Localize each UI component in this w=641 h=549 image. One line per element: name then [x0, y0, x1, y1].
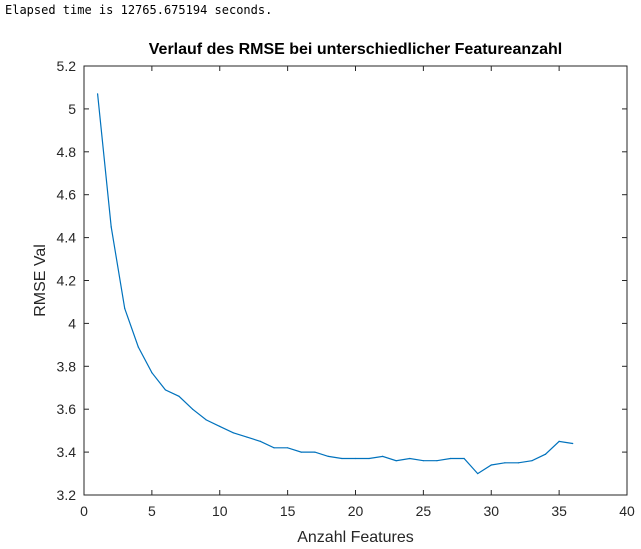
y-axis-label: RMSE Val — [32, 244, 49, 317]
data-point — [395, 460, 397, 462]
console-output: Elapsed time is 12765.675194 seconds. — [5, 3, 273, 17]
data-point — [205, 419, 207, 421]
y-tick-label: 3.8 — [57, 358, 77, 374]
x-tick-label: 0 — [80, 503, 88, 519]
data-point — [232, 432, 234, 434]
data-point — [341, 457, 343, 460]
data-point — [300, 451, 302, 453]
data-point — [572, 442, 574, 445]
data-point — [477, 472, 479, 475]
data-point — [259, 440, 262, 442]
y-tick-label: 3.6 — [57, 401, 77, 417]
series-layer — [96, 93, 574, 475]
y-tick-label: 3.4 — [57, 444, 77, 460]
x-tick-label: 10 — [212, 503, 228, 519]
data-point — [287, 447, 289, 449]
y-tick-label: 4.2 — [57, 273, 77, 289]
data-point — [219, 425, 221, 427]
data-point — [178, 395, 180, 397]
x-axis-label: Anzahl Features — [297, 529, 414, 546]
data-point — [422, 460, 424, 462]
data-point — [544, 453, 547, 455]
data-point — [504, 462, 506, 464]
data-point — [314, 451, 316, 453]
data-point — [327, 455, 329, 457]
chart-title: Verlauf des RMSE bei unterschiedlicher F… — [149, 41, 562, 58]
data-point — [192, 408, 194, 410]
data-point — [164, 389, 167, 391]
data-point — [137, 346, 139, 348]
axes-box — [83, 65, 628, 496]
x-tick-label: 20 — [348, 503, 364, 519]
y-tick-label: 5 — [68, 101, 76, 117]
data-point — [368, 457, 370, 460]
data-point — [354, 457, 357, 460]
x-tick-label: 5 — [148, 503, 156, 519]
data-point — [151, 372, 153, 374]
x-tick-label: 30 — [483, 503, 499, 519]
x-tick-label: 15 — [280, 503, 296, 519]
data-point — [490, 464, 492, 466]
data-point — [110, 226, 112, 228]
data-point — [409, 457, 411, 460]
data-point — [436, 460, 438, 462]
ticks-layer: 0 5 10 15 20 25 30 35 40 3.2 3.4 3.6 3.8 4 4.2 4.4 4.6 4.… — [57, 58, 635, 519]
x-tick-label: 35 — [551, 503, 567, 519]
data-point — [96, 93, 99, 95]
data-point — [124, 307, 126, 309]
data-point — [531, 460, 533, 462]
series-line — [97, 93, 573, 475]
y-tick-label: 3.2 — [57, 487, 77, 503]
y-tick-label: 5.2 — [57, 58, 77, 74]
y-tick-label: 4.4 — [57, 230, 77, 246]
data-point — [463, 457, 465, 460]
data-point — [558, 440, 560, 442]
plot-area — [84, 66, 627, 495]
y-tick-label: 4 — [68, 315, 76, 331]
y-tick-label: 4.6 — [57, 187, 77, 203]
x-tick-label: 40 — [619, 503, 635, 519]
data-point — [273, 447, 275, 449]
x-tick-label: 25 — [416, 503, 432, 519]
data-point — [382, 455, 384, 457]
y-tick-label: 4.8 — [57, 144, 77, 160]
data-point — [517, 462, 520, 464]
data-point — [246, 436, 248, 438]
data-point — [449, 457, 452, 460]
